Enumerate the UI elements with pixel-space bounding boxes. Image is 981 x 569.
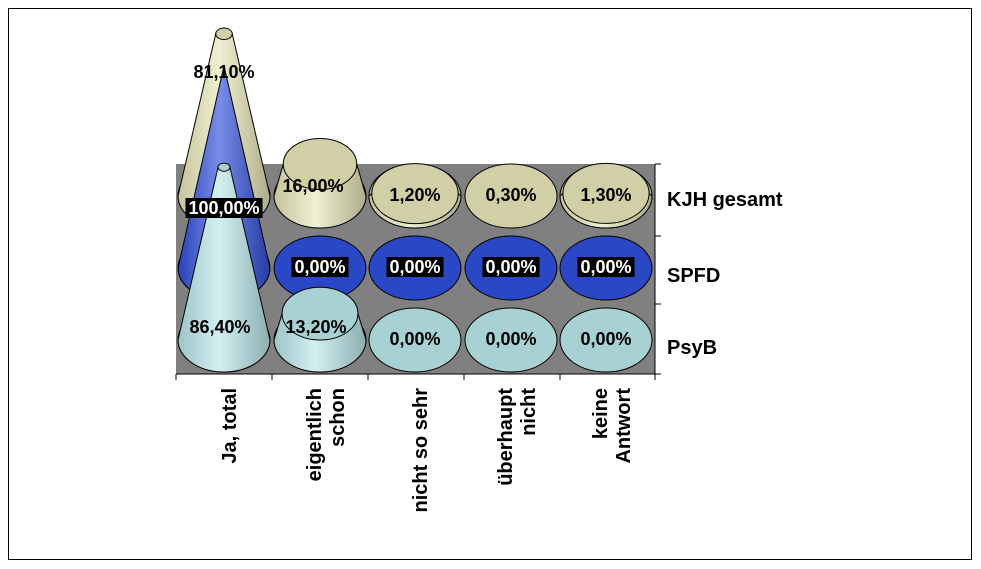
svg-text:13,20%: 13,20%: [285, 317, 346, 337]
category-label: keineAntwort: [590, 388, 635, 464]
svg-text:0,00%: 0,00%: [389, 329, 440, 349]
svg-text:0,00%: 0,00%: [294, 257, 345, 277]
cone-psyb-1: [273, 286, 367, 373]
cone-psyb-2: [368, 307, 462, 373]
cone-top: [281, 286, 359, 341]
series-label: SPFD: [667, 265, 720, 287]
category-label-line: überhaupt: [495, 388, 517, 486]
cone-kjh-gesamt-2: [368, 163, 462, 229]
category-label-line: Antwort: [613, 388, 635, 464]
data-label: 0,00%: [291, 257, 349, 277]
svg-text:0,00%: 0,00%: [389, 257, 440, 277]
svg-text:100,00%: 100,00%: [188, 198, 259, 218]
svg-text:0,00%: 0,00%: [580, 257, 631, 277]
category-label: eigentlichschon: [304, 388, 349, 481]
category-label-line: keine: [590, 388, 612, 439]
series-label: KJH gesamt: [667, 189, 783, 211]
svg-text:0,30%: 0,30%: [485, 185, 536, 205]
category-label-line: nicht so sehr: [410, 388, 432, 513]
category-label-line: schon: [327, 388, 349, 447]
svg-text:81,10%: 81,10%: [193, 62, 254, 82]
cone-top: [282, 137, 358, 191]
svg-text:86,40%: 86,40%: [189, 317, 250, 337]
svg-text:0,00%: 0,00%: [485, 257, 536, 277]
cone-body: [177, 166, 271, 373]
svg-text:0,00%: 0,00%: [485, 329, 536, 349]
data-label: 86,40%: [189, 317, 250, 337]
data-label: 0,00%: [482, 257, 540, 277]
svg-text:16,00%: 16,00%: [282, 176, 343, 196]
cone-kjh-gesamt-3: [464, 163, 558, 229]
data-label: 16,00%: [282, 176, 343, 196]
data-label: 0,00%: [386, 257, 444, 277]
category-label: nicht so sehr: [410, 388, 432, 513]
cone-psyb-0: [177, 162, 271, 373]
data-label-bg: [577, 257, 635, 277]
data-label: 13,20%: [285, 317, 346, 337]
cone-kjh-gesamt-1: [273, 137, 367, 229]
category-label: Ja, total: [219, 388, 241, 464]
data-label: 0,00%: [580, 329, 631, 349]
data-label-bg: [291, 257, 349, 277]
data-label: 1,20%: [389, 185, 440, 205]
cone-disc: [464, 307, 558, 373]
cone-disc: [464, 163, 558, 229]
cone-top: [371, 163, 459, 225]
cone-top: [217, 162, 231, 172]
cone-disc: [368, 307, 462, 373]
data-label-bg: [185, 198, 263, 218]
data-label: 1,30%: [580, 185, 631, 205]
cone-top: [562, 162, 650, 224]
data-label: 0,30%: [485, 185, 536, 205]
svg-text:1,20%: 1,20%: [389, 185, 440, 205]
svg-text:0,00%: 0,00%: [580, 329, 631, 349]
svg-text:1,30%: 1,30%: [580, 185, 631, 205]
data-label-bg: [482, 257, 540, 277]
series-label: PsyB: [667, 337, 717, 359]
category-label-line: Ja, total: [219, 388, 241, 464]
category-label: überhauptnicht: [495, 388, 540, 486]
cone-psyb-3: [464, 307, 558, 373]
data-label: 81,10%: [193, 62, 254, 82]
category-label-line: nicht: [518, 388, 540, 436]
cone-disc: [559, 307, 653, 373]
data-label: 0,00%: [577, 257, 635, 277]
data-label-bg: [386, 257, 444, 277]
cone-kjh-gesamt-4: [559, 162, 653, 229]
cone-top: [215, 27, 233, 41]
category-label-line: eigentlich: [304, 388, 326, 481]
data-label: 0,00%: [389, 329, 440, 349]
cone-psyb-4: [559, 307, 653, 373]
data-label: 100,00%: [185, 198, 263, 218]
data-label: 0,00%: [485, 329, 536, 349]
